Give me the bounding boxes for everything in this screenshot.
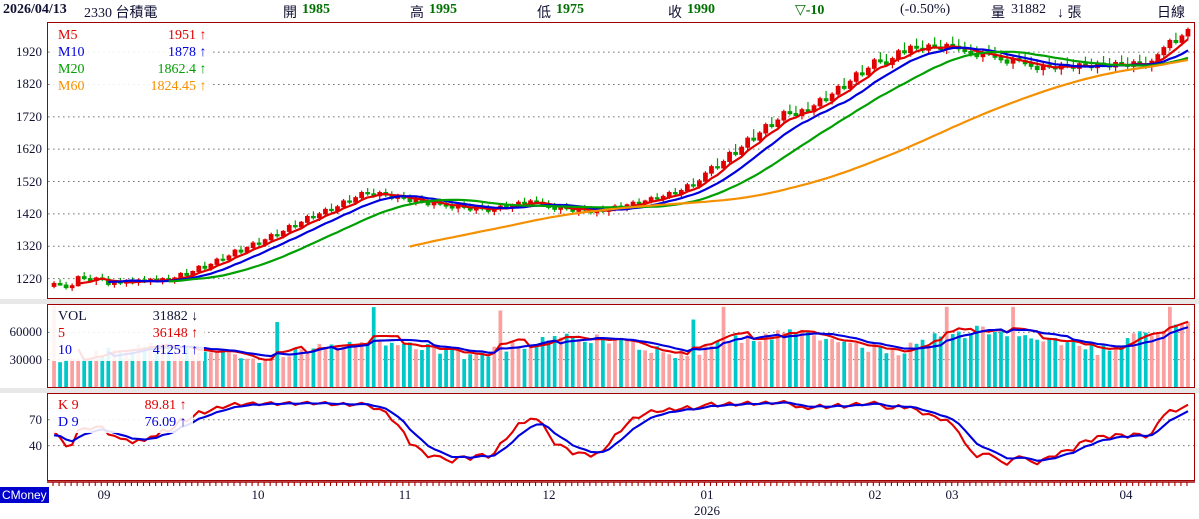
header-date: 2026/04/13 <box>3 2 67 17</box>
legend-label: 5 <box>58 326 65 341</box>
legend-row: D 9 76.09 ↑ <box>56 414 189 431</box>
volume-chart-svg <box>48 306 1194 387</box>
x-axis-ticks <box>47 481 1195 486</box>
legend-row: M20 1862.4 ↑ <box>56 61 208 78</box>
legend-value: 1878 ↑ <box>167 45 207 60</box>
ma5-line <box>78 38 1189 285</box>
legend-label: M5 <box>58 28 78 43</box>
candlestick-series <box>51 27 1191 291</box>
x-axis-tick: 10 <box>251 487 265 502</box>
legend-row: M60 1824.45 ↑ <box>56 78 208 95</box>
legend-value: 1862.4 ↑ <box>157 62 207 77</box>
ma20-line <box>168 50 1189 283</box>
volume-label: 量 <box>991 6 1005 21</box>
x-axis-tick: 01 <box>700 487 714 502</box>
legend-label: D 9 <box>58 415 79 430</box>
legend-row: M10 1878 ↑ <box>56 44 208 61</box>
d-line <box>53 401 1189 462</box>
chart-header: 2026/04/13 2330 台積電 開 1985 高 1995 低 1975… <box>0 0 1199 22</box>
price-y-tick: 1720 <box>16 108 42 124</box>
price-y-tick: 1820 <box>16 76 42 92</box>
legend-value: 36148 ↑ <box>152 326 199 341</box>
legend-label: K 9 <box>58 398 79 413</box>
legend-value: 41251 ↑ <box>152 343 199 358</box>
high-value: 1995 <box>429 2 457 17</box>
kd-plot <box>48 394 1194 480</box>
legend-label: M60 <box>58 79 85 94</box>
volume-y-tick: 60000 <box>9 324 43 340</box>
price-y-tick: 1620 <box>16 141 42 157</box>
legend-label: M10 <box>58 45 85 60</box>
price-panel <box>47 22 1195 299</box>
period-label: 日線 <box>1157 6 1185 21</box>
volume-plot <box>48 305 1194 387</box>
volume-unit: ↓ 張 <box>1057 6 1082 21</box>
volume-value: 31882 <box>1011 2 1046 17</box>
kd-y-tick: 70 <box>29 411 42 427</box>
k-line <box>53 399 1189 466</box>
kd-panel <box>47 393 1195 481</box>
ma10-line <box>108 46 1189 283</box>
legend-value: 31882 ↓ <box>152 309 199 324</box>
legend-label: M20 <box>58 62 85 77</box>
volume-bar-series <box>52 306 1190 387</box>
change-value: ▽-10 <box>795 3 825 18</box>
price-plot <box>48 23 1194 298</box>
x-axis-year: 2026 <box>694 503 720 518</box>
low-value: 1975 <box>556 2 584 17</box>
x-axis-tick: 04 <box>1119 487 1133 502</box>
legend-value: 1951 ↑ <box>167 28 207 43</box>
price-legend: M5 1951 ↑ M10 1878 ↑ M20 1862.4 ↑ M60 1824.45 ↑ <box>52 26 213 97</box>
cmoney-watermark: CMoney <box>0 487 49 503</box>
volume-y-tick: 30000 <box>9 351 43 367</box>
price-y-tick: 1520 <box>16 173 42 189</box>
close-label: 收 <box>668 6 682 21</box>
price-y-tick: 1320 <box>16 238 42 254</box>
legend-row: M5 1951 ↑ <box>56 27 208 44</box>
x-axis-tick: 12 <box>542 487 556 502</box>
open-label: 開 <box>283 6 297 21</box>
price-y-tick: 1420 <box>16 205 42 221</box>
legend-row: 10 41251 ↑ <box>56 342 200 359</box>
x-axis: CMoney 09 10 11 12 01 02 03 04 2026 <box>0 481 1199 518</box>
price-y-tick: 1920 <box>16 44 42 60</box>
legend-row: VOL 31882 ↓ <box>56 308 200 325</box>
price-y-tick: 1220 <box>16 270 42 286</box>
header-symbol: 2330 台積電 <box>84 6 158 21</box>
x-axis-tick: 03 <box>945 487 959 502</box>
kd-chart-svg <box>48 399 1194 466</box>
volume-panel <box>47 304 1195 388</box>
kd-legend: K 9 89.81 ↑ D 9 76.09 ↑ <box>52 396 193 433</box>
panel-gap-1 <box>0 299 1199 304</box>
legend-label: 10 <box>58 343 72 358</box>
panel-gap-2 <box>0 388 1199 393</box>
x-axis-tick: 11 <box>398 487 412 502</box>
legend-row: K 9 89.81 ↑ <box>56 397 189 414</box>
legend-row: 5 36148 ↑ <box>56 325 200 342</box>
legend-value: 76.09 ↑ <box>144 415 187 430</box>
price-chart-svg <box>48 27 1194 291</box>
legend-value: 1824.45 ↑ <box>150 79 207 94</box>
x-axis-tick: 02 <box>868 487 882 502</box>
legend-value: 89.81 ↑ <box>144 398 187 413</box>
high-label: 高 <box>410 6 424 21</box>
low-label: 低 <box>537 6 551 21</box>
x-axis-tick: 09 <box>97 487 111 502</box>
kd-y-tick: 40 <box>29 437 42 453</box>
volume-legend: VOL 31882 ↓ 5 36148 ↑ 10 41251 ↑ <box>52 307 205 361</box>
ma60-line <box>409 58 1189 248</box>
legend-label: VOL <box>58 309 87 324</box>
change-percent: (-0.50%) <box>900 2 951 17</box>
vol-ma10-line <box>107 326 1189 358</box>
open-value: 1985 <box>302 2 330 17</box>
close-value: 1990 <box>687 2 715 17</box>
